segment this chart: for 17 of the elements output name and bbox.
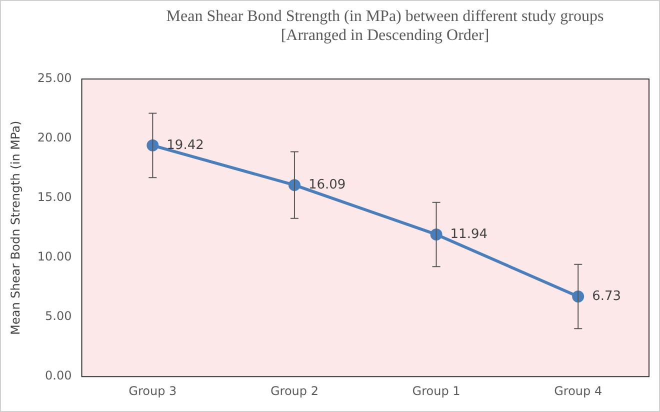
y-tick-label: 20.00 — [37, 130, 72, 145]
chart-title: Mean Shear Bond Strength (in MPa) between different study groups — [165, 7, 605, 26]
x-tick-label: Group 3 — [128, 384, 177, 398]
x-tick-label: Group 2 — [270, 384, 318, 398]
y-tick-label: 5.00 — [45, 309, 72, 324]
chart-subtitle: [Arranged in Descending Order] — [280, 26, 490, 45]
y-tick-label: 10.00 — [37, 250, 72, 264]
x-tick-label: Group 1 — [412, 384, 460, 398]
data-label: 6.73 — [592, 288, 622, 304]
y-tick-label: 15.00 — [37, 190, 72, 204]
x-tick-label: Group 4 — [554, 384, 602, 398]
data-label: 11.94 — [450, 226, 488, 242]
y-axis-title: Mean Shear Bodn Strength (in MPa) — [8, 120, 22, 335]
y-tick-label: 0.00 — [45, 368, 72, 383]
y-tick-label: 25.00 — [37, 71, 72, 86]
data-label: 16.09 — [308, 177, 346, 192]
data-label: 19.42 — [166, 138, 204, 153]
